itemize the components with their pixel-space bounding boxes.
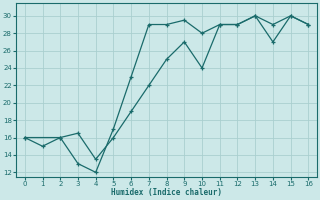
X-axis label: Humidex (Indice chaleur): Humidex (Indice chaleur) — [111, 188, 222, 197]
